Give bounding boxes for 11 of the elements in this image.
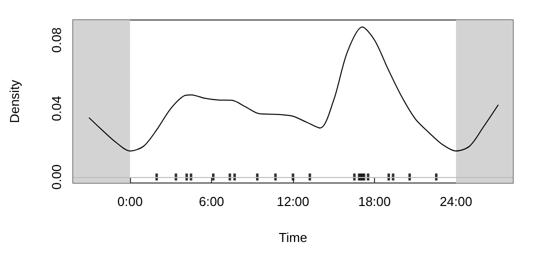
y-axis-title: Density <box>7 79 22 124</box>
x-tick-label: 18:00 <box>358 194 391 209</box>
x-axis-title: Time <box>278 230 308 245</box>
y-tick-label: 0.00 <box>49 164 64 190</box>
line-series <box>88 26 499 152</box>
x-tick-label: 0:00 <box>117 194 143 209</box>
x-tick-label: 12:00 <box>276 194 310 209</box>
x-tick-label: 24:00 <box>440 194 472 209</box>
x-tick-label: 6:00 <box>198 194 224 209</box>
y-tick-label: 0.08 <box>49 27 64 53</box>
y-tick-label: 0.04 <box>49 96 64 122</box>
